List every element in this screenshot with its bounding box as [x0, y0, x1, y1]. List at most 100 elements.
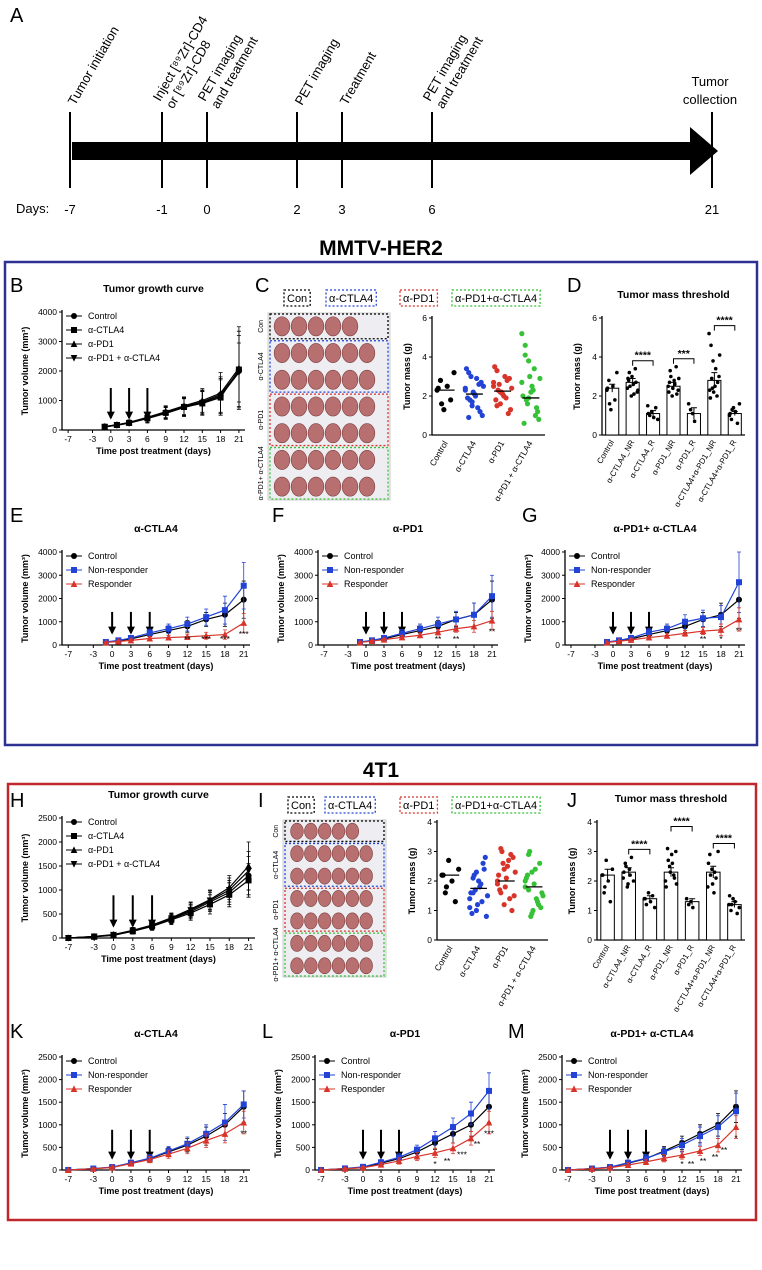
data-point [512, 869, 518, 875]
tumor [290, 890, 304, 907]
y-tick-label: 500 [43, 909, 57, 919]
data-point [626, 882, 630, 886]
data-point [665, 846, 670, 851]
data-point [476, 878, 482, 884]
tumor [317, 912, 332, 930]
legend-label: Responder [588, 1084, 632, 1094]
tumor [345, 934, 360, 952]
y-axis-label: Tumor volume (mm³) [20, 834, 30, 923]
data-point [677, 376, 681, 381]
tumor [358, 423, 376, 444]
row-label: α-PD1+ α-CTLA4 [258, 446, 265, 500]
x-tick-label: 15 [448, 1174, 458, 1184]
legend-label: Responder [88, 1084, 132, 1094]
tumor [345, 912, 360, 930]
series-line [68, 875, 249, 939]
legend-marker [70, 340, 78, 347]
y-axis-label: Tumor volume (mm³) [20, 554, 30, 643]
group-frame [269, 446, 389, 500]
timeline-day: 3 [338, 202, 345, 217]
significance: ** [474, 1139, 481, 1149]
tumor [341, 316, 359, 337]
x-axis-label: Time post treatment (days) [99, 1186, 214, 1196]
panel-letter: D [567, 275, 581, 297]
x-tick-label: 12 [430, 1174, 440, 1184]
data-point [608, 899, 613, 904]
data-point [359, 1164, 367, 1171]
tumor [341, 450, 359, 470]
data-point [448, 397, 454, 403]
x-tick-label: 0 [110, 1174, 115, 1184]
tumor [324, 343, 342, 363]
y-axis-label: Tumor volume (mm³) [523, 554, 533, 643]
data-point [664, 625, 670, 632]
y-tick-label: 2000 [38, 837, 57, 847]
significance: * [680, 1159, 684, 1169]
chart-title: α-PD1 [393, 523, 424, 535]
x-tick-label: 15 [695, 1174, 705, 1184]
data-point [676, 388, 680, 392]
data-point [533, 405, 540, 411]
y-tick-label: 1500 [38, 1097, 57, 1107]
data-point [479, 899, 485, 905]
y-axis-label: Tumor mass (g) [402, 343, 412, 410]
tumor [307, 476, 325, 497]
data-point [519, 331, 525, 337]
data-point [646, 629, 652, 636]
data-point [650, 893, 655, 898]
data-point [437, 377, 444, 383]
data-point [682, 618, 688, 625]
data-point [667, 390, 671, 394]
data-point [709, 376, 714, 381]
data-point [707, 388, 712, 392]
series-line [320, 1122, 490, 1171]
data-point [526, 358, 532, 364]
data-point [714, 1141, 722, 1149]
data-point [466, 370, 472, 376]
data-point [505, 857, 512, 863]
data-point [473, 907, 480, 914]
data-point [631, 382, 636, 387]
data-point [452, 625, 460, 632]
data-point [675, 392, 679, 396]
data-point [531, 881, 537, 887]
data-point [717, 626, 725, 633]
data-point [645, 403, 650, 408]
y-tick-label: 4000 [38, 547, 57, 557]
data-point [607, 378, 611, 383]
y-tick-label: 2000 [38, 594, 57, 604]
days-label: Days: [16, 201, 49, 216]
data-point [463, 366, 470, 372]
tumor [273, 316, 291, 337]
x-tick-label: 3 [129, 1174, 134, 1184]
y-tick-label: 4 [422, 352, 427, 362]
data-point [368, 637, 376, 645]
tumor [331, 934, 346, 952]
data-point [732, 1123, 740, 1131]
tumor [317, 867, 332, 885]
data-point [317, 1166, 325, 1173]
y-tick-label: 2500 [38, 813, 57, 823]
series-line [606, 581, 740, 643]
data-point [610, 867, 615, 871]
data-point [184, 633, 191, 640]
data-point [469, 910, 475, 917]
x-tick-label: -3 [591, 649, 599, 659]
x-tick-label: 12 [677, 1174, 687, 1184]
data-point [496, 381, 502, 387]
data-point [399, 630, 405, 637]
data-point [452, 899, 458, 905]
legend-marker [71, 819, 77, 825]
x-tick-label: -7 [320, 649, 328, 659]
data-point [606, 879, 611, 883]
tumor [317, 822, 332, 840]
panel-letter: L [262, 1021, 273, 1043]
tumor [345, 867, 360, 885]
tumor [331, 957, 346, 975]
x-tick-label: 6 [397, 1174, 402, 1184]
section-frame [6, 782, 758, 1222]
legend-label: Non-responder [591, 565, 651, 575]
group-frame [284, 887, 385, 932]
legend-marker [71, 313, 77, 319]
data-point [737, 402, 742, 406]
